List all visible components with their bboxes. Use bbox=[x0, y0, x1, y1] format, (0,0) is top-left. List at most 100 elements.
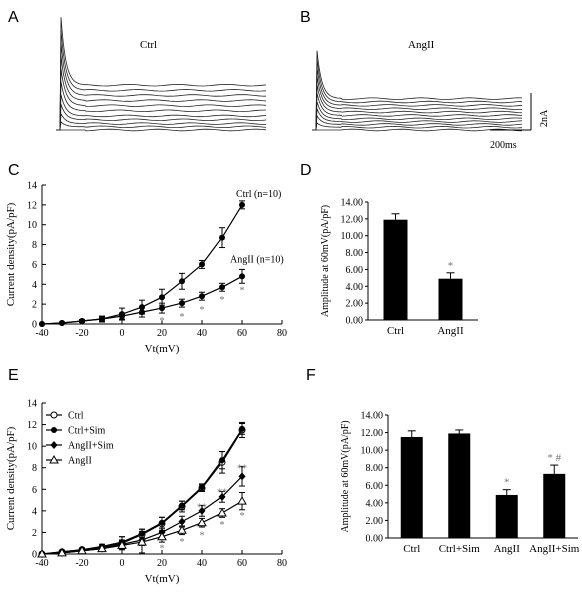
y-tick-label: 10 bbox=[27, 220, 37, 231]
category-label: AngII bbox=[494, 543, 521, 555]
series-angii bbox=[37, 492, 247, 558]
x-axis-title: Vt(mV) bbox=[145, 573, 180, 585]
current-scale-label: 2nA bbox=[539, 109, 550, 127]
current-trace bbox=[56, 121, 267, 131]
current-trace bbox=[312, 76, 523, 131]
current-trace bbox=[56, 55, 267, 131]
angii-current-traces bbox=[312, 50, 523, 132]
y-tick-label: 14.00 bbox=[341, 198, 364, 209]
current-trace bbox=[56, 42, 267, 131]
current-trace bbox=[56, 68, 267, 131]
data-point bbox=[179, 502, 185, 509]
current-trace bbox=[312, 101, 523, 131]
significance-mark: * bbox=[200, 531, 205, 542]
significance-mark: * bbox=[504, 477, 510, 489]
significance-mark: ** bbox=[237, 464, 247, 475]
data-point bbox=[219, 457, 225, 464]
y-tick-label: 12 bbox=[27, 420, 37, 431]
category-label: Ctrl+Sim bbox=[439, 543, 480, 555]
data-point bbox=[77, 545, 87, 555]
current-trace bbox=[312, 122, 523, 131]
significance-mark: * bbox=[448, 260, 454, 272]
significance-mark: * bbox=[180, 537, 185, 548]
data-point bbox=[199, 293, 205, 300]
y-tick-label: 6 bbox=[32, 485, 37, 496]
category-label: AngII+Sim bbox=[529, 543, 580, 555]
data-point bbox=[237, 496, 247, 505]
panel-label-c: C bbox=[8, 162, 20, 179]
ctrl-trace-title: Ctrl bbox=[140, 39, 157, 51]
x-tick-label: 20 bbox=[157, 328, 167, 339]
x-tick-label: 60 bbox=[237, 558, 247, 569]
bar bbox=[438, 278, 463, 320]
current-trace bbox=[56, 81, 267, 131]
y-tick-label: 14 bbox=[27, 399, 37, 410]
panel-label-e: E bbox=[8, 367, 19, 384]
significance-mark: * bbox=[180, 312, 185, 323]
y-tick-label: 4 bbox=[32, 280, 37, 291]
data-point bbox=[137, 537, 147, 546]
current-trace bbox=[312, 67, 523, 131]
y-tick-label: 0.00 bbox=[366, 534, 384, 545]
data-point bbox=[238, 472, 246, 481]
x-tick-label: 0 bbox=[120, 558, 125, 569]
y-tick-label: 6.00 bbox=[366, 481, 384, 492]
current-trace bbox=[56, 94, 267, 131]
y-tick-label: 2.00 bbox=[346, 299, 364, 310]
panel-label-a: A bbox=[8, 9, 19, 26]
y-tick-label: 4.00 bbox=[366, 498, 384, 509]
x-tick-label: 20 bbox=[157, 558, 167, 569]
current-trace bbox=[312, 59, 523, 131]
data-point bbox=[119, 313, 125, 320]
data-point bbox=[51, 427, 57, 433]
chart-e-iv-curve: 0 2 4 6 8 10 12 14 -40 -20 0 20 40 60 80 Vt(mV) Current … bbox=[5, 399, 287, 586]
current-trace bbox=[312, 50, 523, 131]
data-point bbox=[178, 517, 186, 526]
series-label: AngII (n=10) bbox=[230, 254, 284, 265]
legend-entry: AngII+Sim bbox=[68, 441, 114, 452]
y-tick-label: 4 bbox=[32, 506, 37, 517]
data-point bbox=[79, 318, 85, 325]
x-tick-label: 0 bbox=[120, 328, 125, 339]
bar bbox=[383, 219, 408, 320]
data-point bbox=[218, 492, 226, 501]
current-trace bbox=[56, 30, 267, 131]
data-point bbox=[157, 531, 167, 541]
data-point bbox=[159, 519, 165, 526]
y-axis-title: Current density(pA/pF) bbox=[5, 426, 17, 530]
x-tick-label: 80 bbox=[277, 328, 287, 339]
x-tick-label: 60 bbox=[237, 328, 247, 339]
panel-label-d: D bbox=[300, 162, 312, 179]
x-tick-label: -40 bbox=[35, 558, 48, 569]
y-tick-label: 12.00 bbox=[341, 214, 364, 225]
series-angii-n-10- bbox=[39, 268, 245, 327]
category-label: Ctrl bbox=[403, 543, 420, 555]
data-point bbox=[177, 525, 187, 534]
data-point bbox=[219, 234, 225, 241]
current-trace bbox=[56, 112, 266, 131]
data-point bbox=[159, 294, 165, 301]
data-point bbox=[239, 425, 245, 432]
x-tick-label: 40 bbox=[197, 558, 207, 569]
y-axis-title: Current density(pA/pF) bbox=[5, 202, 17, 306]
significance-mark: * bbox=[160, 316, 165, 327]
bar bbox=[400, 436, 423, 538]
time-scale-label: 200ms bbox=[490, 140, 517, 151]
y-axis-title: Amplitude at 60mV(pA/pF) bbox=[340, 420, 351, 532]
y-axis-title: Amplitude at 60mV(pA/pF) bbox=[320, 205, 331, 317]
x-tick-label: 80 bbox=[277, 558, 287, 569]
significance-mark: * bbox=[240, 285, 245, 296]
angii-trace-title: AngII bbox=[408, 39, 435, 51]
panel-label-b: B bbox=[300, 9, 311, 26]
data-point bbox=[239, 273, 245, 280]
data-point bbox=[50, 411, 58, 419]
significance-mark: * bbox=[240, 511, 245, 522]
current-trace bbox=[312, 114, 523, 131]
data-point bbox=[159, 305, 165, 312]
panel-label-f: F bbox=[306, 367, 316, 384]
significance-mark: * bbox=[160, 544, 165, 555]
chart-d-amplitude-bars: 0.00 2.00 4.00 6.00 8.00 10.00 12.00 14.00 Ampli… bbox=[320, 198, 478, 337]
legend-entry: AngII bbox=[68, 456, 92, 467]
y-tick-label: 0.00 bbox=[346, 316, 364, 327]
data-point bbox=[217, 508, 227, 517]
